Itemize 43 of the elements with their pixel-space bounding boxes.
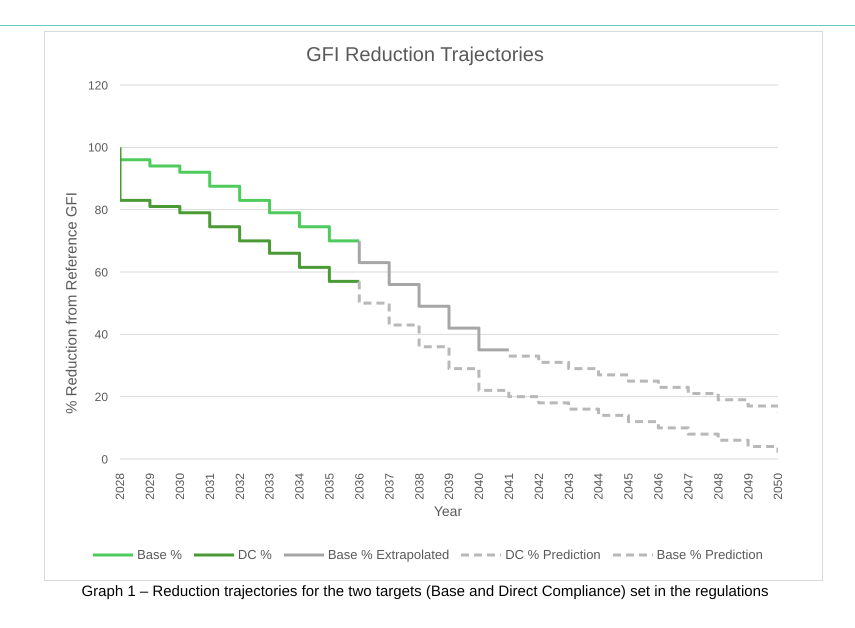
line-series: [358, 280, 778, 454]
x-tick-label: 2041: [502, 472, 516, 500]
x-tick-label: 2032: [232, 472, 247, 500]
y-tick-label: 80: [94, 202, 108, 217]
x-tick-label: 2045: [622, 472, 636, 500]
legend-label: DC % Prediction: [505, 547, 601, 562]
x-tick-label: 2050: [771, 472, 786, 500]
y-tick-label: 20: [94, 390, 108, 404]
x-tick-label: 2049: [741, 472, 756, 500]
x-tick-label: 2048: [711, 472, 726, 500]
x-tick-label: 2035: [322, 472, 337, 500]
x-tick-label: 2029: [143, 472, 158, 500]
x-tick-label: 2037: [382, 472, 396, 500]
legend-label: Base %: [137, 547, 182, 562]
x-axis-title: Year: [432, 503, 464, 519]
x-tick-label: 2036: [352, 472, 366, 500]
x-tick-label: 2034: [292, 472, 307, 500]
y-axis-title: % Reduction from Reference GFI: [64, 192, 80, 414]
legend-label: Base % Extrapolated: [328, 547, 450, 562]
x-tick-label: 2040: [472, 472, 486, 500]
x-tick-label: 2042: [532, 472, 546, 500]
legend-label: Base % Prediction: [656, 547, 763, 562]
line-series: [358, 239, 510, 352]
x-tick-label: 2044: [592, 472, 606, 500]
y-tick-label: 60: [94, 265, 108, 280]
y-tick-label: 120: [88, 78, 108, 92]
y-tick-label: 40: [94, 328, 108, 342]
chart-title: GFI Reduction Trajectories: [305, 44, 545, 67]
caption: Graph 1 – Reduction trajectories for the two targets (Base and Direct Compliance) set in the regulations: [80, 583, 770, 600]
x-tick-label: 2028: [113, 472, 128, 500]
x-tick-label: 2031: [202, 472, 217, 500]
line-series: [507, 354, 778, 414]
line-series: [120, 146, 361, 283]
x-tick-label: 2039: [442, 472, 456, 500]
y-tick-label: 100: [88, 140, 108, 155]
x-tick-label: 2043: [562, 472, 576, 500]
x-tick-label: 2038: [412, 472, 426, 500]
y-tick-label: 0: [101, 452, 108, 466]
x-tick-label: 2046: [652, 472, 666, 500]
legend-label: DC %: [238, 547, 272, 562]
x-tick-label: 2030: [173, 472, 188, 500]
x-tick-label: 2033: [262, 472, 277, 500]
x-tick-label: 2047: [681, 472, 696, 500]
